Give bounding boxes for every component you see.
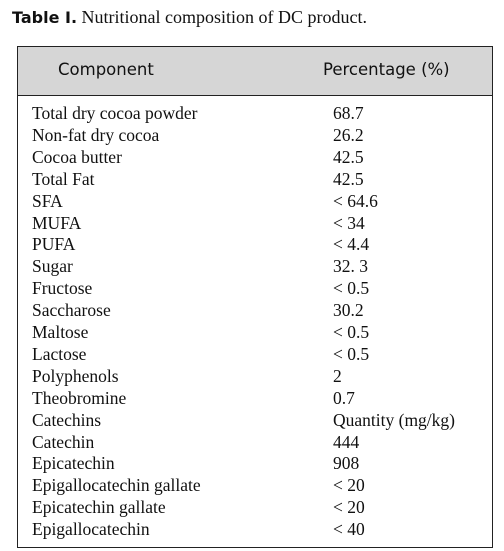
percentage-cell: 444 (333, 431, 360, 452)
percentage-cell: < 64.6 (333, 190, 378, 211)
percentage-cell: < 0.5 (333, 278, 370, 299)
percentage-cell: < 40 (333, 519, 365, 540)
header-cell: Percentage (%) (323, 60, 450, 79)
component-cell: Catechin (32, 431, 95, 452)
header-cell: Component (58, 60, 154, 79)
percentage-cell: < 20 (333, 475, 365, 496)
table-header: Component Percentage (%) (18, 47, 492, 96)
component-cell: Epigallocatechin gallate (32, 475, 201, 496)
component-cell: Total dry cocoa powder (32, 103, 198, 123)
percentage-cell: < 0.5 (333, 343, 370, 364)
component-cell: Polyphenols (32, 365, 119, 386)
percentage-cell: 30.2 (333, 300, 364, 321)
percentage-cell: 908 (333, 453, 360, 474)
component-cell: SFA (32, 190, 63, 211)
component-cell: Epicatechin (32, 453, 115, 474)
component-cell: Cocoa butter (32, 146, 122, 167)
component-cell: Maltose (32, 322, 89, 342)
percentage-cell: 26.2 (333, 124, 364, 145)
percentage-cell: 2 (333, 365, 342, 386)
percentage-cell: 42.5 (333, 168, 364, 189)
caption: Table I. Nutritional composition of DC p… (12, 7, 367, 28)
component-cell: Theobromine (32, 387, 127, 408)
component-cell: Fructose (32, 278, 93, 299)
component-cell: Epicatechin gallate (32, 497, 166, 518)
percentage-cell: 68.7 (333, 103, 364, 123)
component-cell: Total Fat (32, 168, 95, 189)
component-cell: MUFA (32, 212, 82, 233)
component-cell: Non-fat dry cocoa (32, 124, 160, 145)
component-cell: Epigallocatechin (32, 519, 150, 540)
component-cell: Catechins (32, 409, 102, 430)
percentage-cell: 42.5 (333, 146, 364, 167)
percentage-cell: < 0.5 (333, 322, 370, 342)
percentage-cell: 0.7 (333, 387, 355, 408)
caption-label: Table I. (12, 8, 78, 27)
percentage-cell: < 20 (333, 497, 365, 518)
component-cell: Sugar (32, 256, 73, 277)
component-cell: PUFA (32, 234, 76, 255)
component-cell: Saccharose (32, 300, 111, 321)
percentage-cell: < 4.4 (333, 234, 370, 255)
caption-text: Nutritional composition of DC product. (81, 7, 368, 27)
component-cell: Lactose (32, 343, 87, 364)
table: Component Percentage (%) Total dry cocoa… (17, 46, 493, 548)
percentage-cell: < 34 (333, 212, 365, 233)
percentage-cell: 32. 3 (333, 256, 368, 277)
percentage-cell: Quantity (mg/kg) (333, 409, 455, 430)
